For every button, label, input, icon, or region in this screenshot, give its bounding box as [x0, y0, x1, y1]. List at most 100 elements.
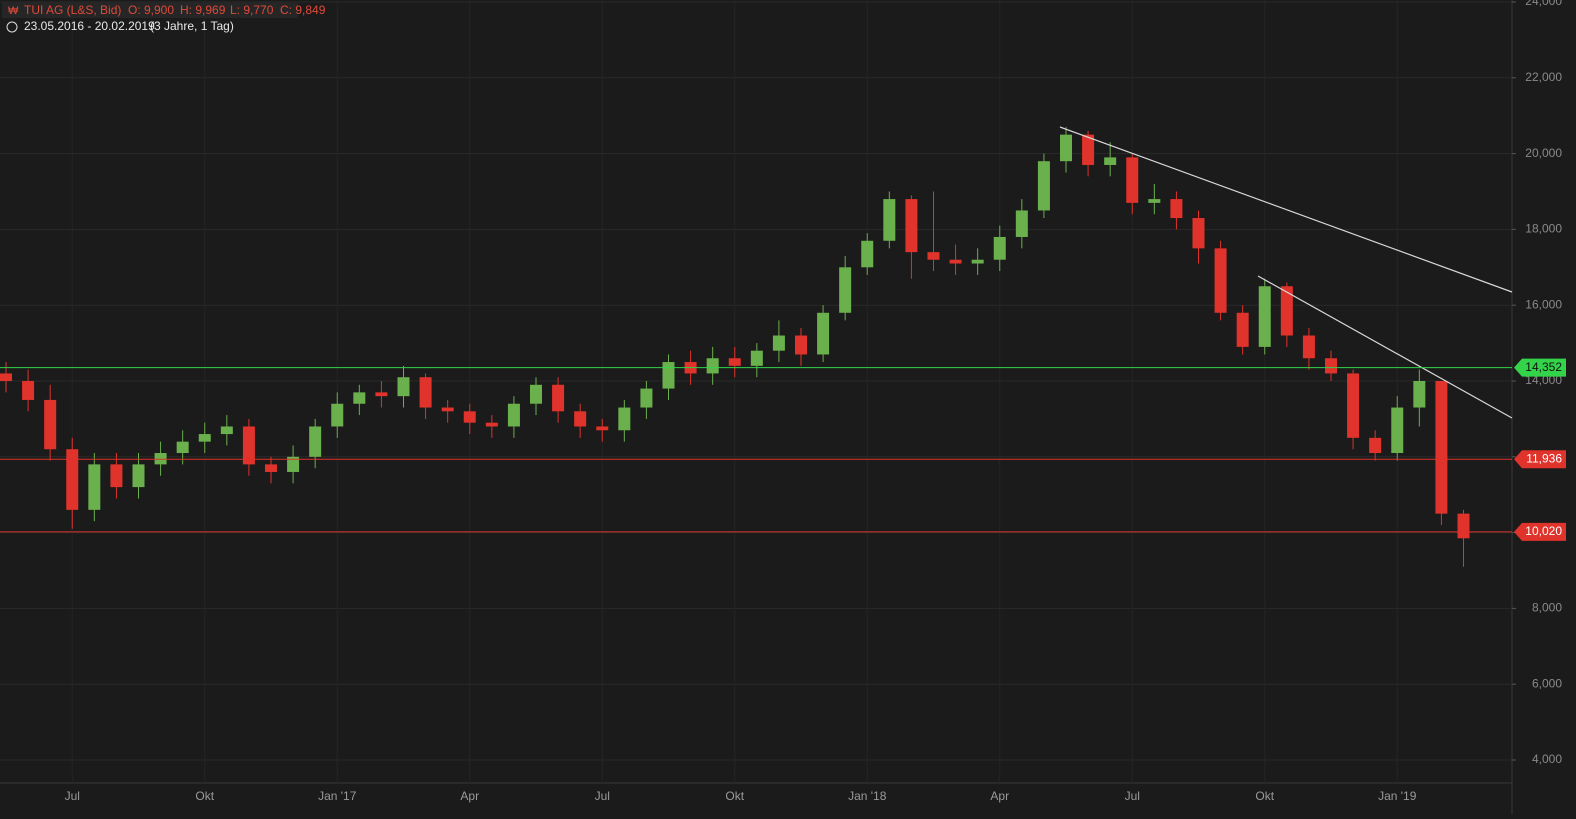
trend-line	[1257, 275, 1513, 419]
instrument: TUI AG (L&S, Bid)	[24, 3, 121, 17]
x-tick-label: Okt	[725, 789, 744, 803]
candle-body	[949, 259, 962, 264]
candle-body	[1413, 381, 1426, 408]
candle-body	[839, 267, 852, 313]
candle-body	[463, 411, 476, 423]
candle-body	[772, 335, 785, 351]
clock-icon	[6, 21, 18, 33]
candle-body	[132, 464, 145, 488]
close-value: C: 9,849	[280, 3, 326, 17]
candle-body	[44, 399, 57, 450]
candle-body	[265, 464, 277, 472]
candle-body	[110, 464, 123, 488]
icon: ₩	[8, 5, 19, 17]
candle-body	[1015, 210, 1028, 237]
x-tick-label: Jan '18	[848, 789, 887, 803]
candle-body	[1258, 286, 1271, 347]
candle-body	[176, 441, 189, 454]
candle-body	[441, 407, 454, 412]
levels: 14,352 11,936 10,020	[0, 358, 1566, 541]
candle-body	[22, 381, 35, 400]
candle-body	[552, 384, 565, 412]
level-label: 14,352	[1525, 360, 1562, 374]
candle-body	[971, 259, 984, 264]
y-tick-label: 24,000	[1525, 0, 1562, 8]
y-tick-label: 22,000	[1525, 70, 1562, 84]
y-tick-label: 4,000	[1532, 752, 1562, 766]
candle-body	[154, 453, 167, 465]
candle-body	[750, 350, 763, 366]
candle-body	[596, 426, 609, 431]
candle-body	[905, 199, 918, 253]
x-tick-label: Apr	[990, 789, 1009, 803]
candle-body	[1435, 381, 1448, 514]
candle-body	[1325, 358, 1337, 374]
candle-body	[1192, 218, 1205, 249]
candle-body	[1391, 407, 1404, 454]
candle-body	[397, 377, 410, 397]
x-tick-label: Okt	[195, 789, 214, 803]
y-tick-label: 8,000	[1532, 601, 1562, 615]
candle-body	[640, 388, 653, 408]
high-value: H: 9,969	[180, 3, 226, 17]
x-tick-label: Okt	[1255, 789, 1274, 803]
candle-body	[1126, 157, 1139, 203]
level-tag	[1514, 450, 1566, 469]
candle-body	[1104, 157, 1117, 165]
y-tick-label: 20,000	[1525, 146, 1562, 160]
trend-line	[1059, 126, 1513, 293]
candle-body	[1369, 437, 1382, 454]
candle-body	[1302, 335, 1315, 359]
candle-body	[861, 240, 874, 268]
candle-body	[1060, 134, 1072, 162]
candle-body	[485, 422, 498, 427]
candle-body	[309, 426, 322, 457]
candle-body	[574, 411, 587, 427]
candle-body	[419, 377, 432, 408]
y-tick-label: 16,000	[1525, 297, 1562, 311]
candle-body	[198, 434, 211, 442]
candle-body	[1457, 513, 1470, 539]
candle-body	[331, 403, 344, 427]
candle-body	[817, 312, 830, 355]
x-tick-label: Jan '17	[318, 789, 357, 803]
candle-body	[1280, 286, 1293, 336]
candle-body	[220, 426, 233, 435]
level-tag	[1514, 358, 1566, 377]
candle-body	[993, 236, 1006, 260]
candle-body	[66, 449, 79, 510]
candle-body	[1170, 199, 1183, 219]
x-tick-label: Apr	[460, 789, 479, 803]
candle-body	[728, 358, 741, 366]
candle-body	[530, 384, 542, 404]
x-tick-label: Jul	[595, 789, 610, 803]
candle-body	[1347, 373, 1360, 438]
candle-body	[795, 335, 807, 355]
candle-body	[287, 456, 300, 472]
candle-body	[883, 199, 896, 241]
candle-body	[1082, 134, 1095, 165]
candle-body	[242, 426, 255, 465]
level-label: 10,020	[1525, 524, 1562, 538]
low-value: L: 9,770	[230, 3, 274, 17]
y-tick-label: 18,000	[1525, 222, 1562, 236]
level-tag	[1514, 522, 1566, 541]
x-tick-label: Jan '19	[1378, 789, 1417, 803]
x-tick-label: Jul	[65, 789, 80, 803]
candle-body	[706, 358, 719, 374]
candle-body	[375, 392, 388, 397]
candle-body	[1214, 248, 1227, 313]
candle-body	[353, 392, 366, 404]
candle-body	[662, 362, 675, 389]
candle-body	[0, 373, 12, 381]
y-tick-label: 14,000	[1525, 373, 1562, 387]
candle-body	[1037, 161, 1050, 211]
level-label: 11,936	[1526, 451, 1562, 465]
y-tick-label: 6,000	[1532, 676, 1562, 690]
date-span: (3 Jahre, 1 Tag)	[150, 19, 234, 33]
date-range: 23.05.2016 - 20.02.2019	[24, 19, 155, 33]
open-value: O: 9,900	[128, 3, 174, 17]
candle-body	[88, 464, 101, 510]
